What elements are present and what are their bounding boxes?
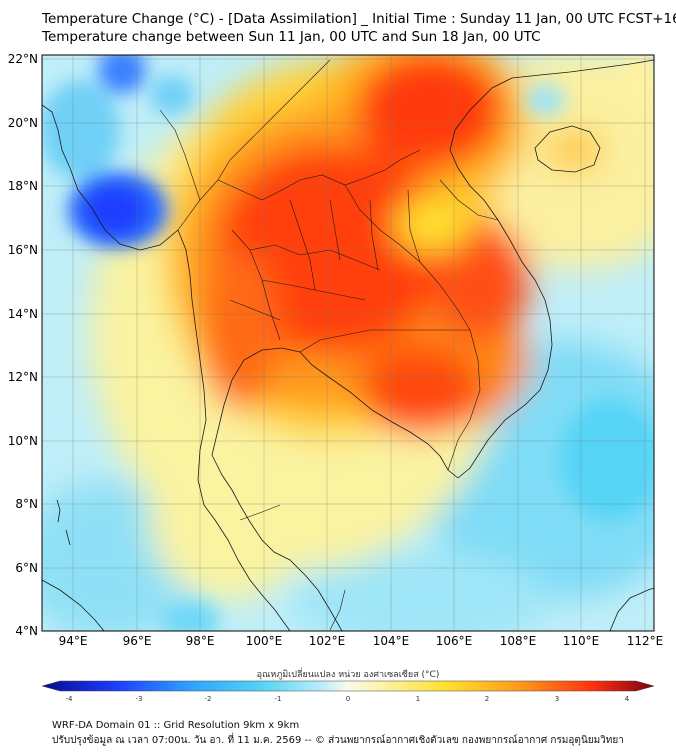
colorbar-tick: -1 bbox=[275, 695, 282, 703]
colorbar-tick: 3 bbox=[555, 695, 559, 703]
map-frame bbox=[41, 54, 655, 632]
lat-label: 14°N bbox=[8, 307, 38, 321]
graticule bbox=[42, 55, 654, 631]
colorbar-bar bbox=[41, 680, 655, 692]
lon-label: 96°E bbox=[123, 634, 152, 648]
colorbar: อุณหภูมิเปลี่ยนแปลง หน่วย องศาเซลเซียส (… bbox=[41, 667, 655, 703]
colorbar-tick: -2 bbox=[205, 695, 212, 703]
lon-label: 102°E bbox=[309, 634, 346, 648]
lat-label: 8°N bbox=[15, 497, 38, 511]
colorbar-tick: 0 bbox=[346, 695, 350, 703]
lon-label: 98°E bbox=[186, 634, 215, 648]
colorbar-tick: 2 bbox=[485, 695, 489, 703]
colorbar-label: อุณหภูมิเปลี่ยนแปลง หน่วย องศาเซลเซียส (… bbox=[257, 667, 440, 680]
lon-axis: 94°E 96°E 98°E 100°E 102°E 104°E 106°E 1… bbox=[59, 634, 664, 648]
lon-label: 108°E bbox=[500, 634, 537, 648]
lat-label: 10°N bbox=[8, 434, 38, 448]
title-line-1: Temperature Change (°C) - [Data Assimila… bbox=[42, 11, 676, 27]
colorbar-tick: -3 bbox=[136, 695, 143, 703]
lon-label: 100°E bbox=[246, 634, 283, 648]
footer-line-1: WRF-DA Domain 01 :: Grid Resolution 9km … bbox=[52, 720, 300, 731]
lat-label: 20°N bbox=[8, 116, 38, 130]
temperature-field bbox=[42, 55, 654, 631]
lat-label: 6°N bbox=[15, 561, 38, 575]
title-line-2: Temperature change between Sun 11 Jan, 0… bbox=[42, 29, 541, 45]
lat-label: 18°N bbox=[8, 179, 38, 193]
colorbar-tick: 1 bbox=[416, 695, 420, 703]
lon-label: 104°E bbox=[373, 634, 410, 648]
country-borders bbox=[159, 59, 499, 631]
lon-label: 106°E bbox=[436, 634, 473, 648]
colorbar-tick: 4 bbox=[625, 695, 630, 703]
lat-label: 22°N bbox=[8, 52, 38, 66]
lon-label: 94°E bbox=[59, 634, 88, 648]
lat-label: 16°N bbox=[8, 243, 38, 257]
lon-label: 110°E bbox=[563, 634, 600, 648]
lon-label: 112°E bbox=[627, 634, 664, 648]
lat-label: 12°N bbox=[8, 370, 38, 384]
lat-axis: 22°N 20°N 18°N 16°N 14°N 12°N 10°N 8°N 6… bbox=[8, 52, 38, 638]
lat-label: 4°N bbox=[15, 624, 38, 638]
footer-line-2: ปรับปรุงข้อมูล ณ เวลา 07:00น. วัน อา. ที… bbox=[52, 735, 624, 746]
colorbar-tick: -4 bbox=[66, 695, 74, 703]
